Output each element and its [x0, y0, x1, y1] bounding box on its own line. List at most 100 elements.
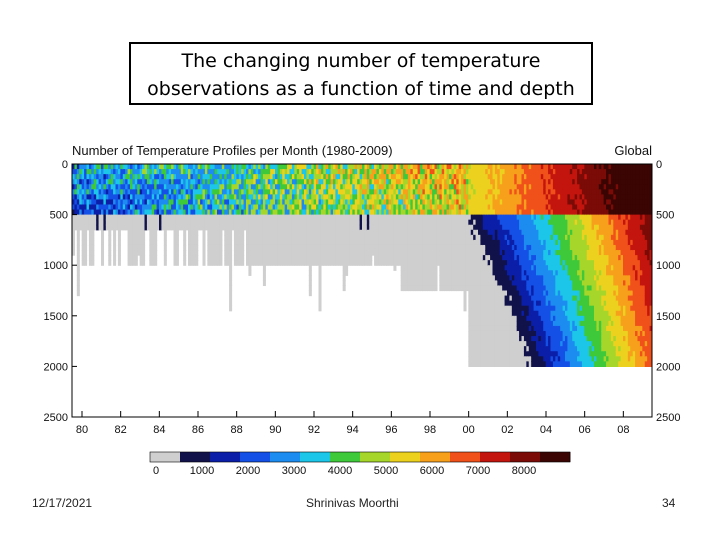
- slide-title: The changing number of temperature obser…: [129, 42, 593, 105]
- heatmap-cell: [253, 255, 257, 261]
- heatmap-cell: [243, 224, 247, 231]
- heatmap-cell: [417, 184, 421, 190]
- heatmap-cell: [335, 199, 339, 206]
- heatmap-cell: [122, 209, 126, 216]
- heatmap-cell: [514, 295, 518, 302]
- heatmap-cell: [248, 255, 252, 261]
- heatmap-cell: [149, 239, 153, 246]
- heatmap-cell: [236, 250, 240, 256]
- heatmap-cell: [528, 169, 532, 175]
- heatmap-cell: [115, 204, 119, 211]
- heatmap-cell: [473, 184, 477, 190]
- heatmap-cell: [347, 194, 351, 201]
- heatmap-cell: [352, 174, 356, 180]
- heatmap-cell: [381, 164, 385, 170]
- heatmap-cell: [492, 275, 496, 281]
- heatmap-cell: [241, 229, 245, 236]
- heatmap-cell: [526, 300, 530, 307]
- heatmap-cell: [555, 330, 559, 337]
- heatmap-cell: [523, 179, 527, 185]
- heatmap-cell: [96, 179, 100, 185]
- heatmap-cell: [378, 255, 382, 261]
- heatmap-cell: [531, 305, 535, 312]
- heatmap-cell: [480, 239, 484, 246]
- heatmap-cell: [284, 189, 288, 195]
- heatmap-cell: [504, 255, 508, 261]
- heatmap-cell: [330, 169, 334, 175]
- heatmap-cell: [519, 214, 523, 221]
- heatmap-cell: [424, 199, 428, 206]
- heatmap-cell: [214, 219, 218, 226]
- heatmap-cell: [504, 310, 508, 317]
- heatmap-cell: [494, 234, 498, 241]
- heatmap-cell: [560, 320, 564, 327]
- heatmap-cell: [543, 310, 547, 317]
- heatmap-cell: [88, 209, 92, 216]
- heatmap-cell: [238, 169, 242, 175]
- heatmap-cell: [417, 219, 421, 226]
- heatmap-cell: [171, 189, 175, 195]
- heatmap-cell: [545, 194, 549, 201]
- heatmap-cell: [393, 179, 397, 185]
- heatmap-cell: [81, 250, 85, 256]
- heatmap-cell: [456, 169, 460, 175]
- heatmap-cell: [492, 260, 496, 266]
- heatmap-cell: [265, 244, 269, 251]
- heatmap-cell: [562, 341, 566, 347]
- heatmap-cell: [478, 255, 482, 261]
- heatmap-cell: [330, 164, 334, 170]
- heatmap-cell: [151, 204, 155, 211]
- heatmap-cell: [200, 169, 204, 175]
- heatmap-cell: [516, 356, 520, 362]
- heatmap-cell: [393, 204, 397, 211]
- heatmap-cell: [420, 244, 424, 251]
- heatmap-cell: [497, 295, 501, 302]
- heatmap-cell: [291, 219, 295, 226]
- heatmap-cell: [482, 255, 486, 261]
- heatmap-cell: [347, 199, 351, 206]
- heatmap-cell: [349, 219, 353, 226]
- heatmap-cell: [226, 169, 230, 175]
- heatmap-cell: [470, 239, 474, 246]
- heatmap-cell: [72, 179, 76, 185]
- heatmap-cell: [492, 356, 496, 362]
- heatmap-cell: [521, 255, 525, 261]
- heatmap-cell: [475, 361, 479, 367]
- heatmap-cell: [277, 239, 281, 246]
- heatmap-cell: [255, 174, 259, 180]
- heatmap-cell: [161, 194, 165, 201]
- heatmap-cell: [540, 330, 544, 337]
- heatmap-cell: [451, 265, 455, 271]
- heatmap-cell: [154, 244, 158, 251]
- heatmap-cell: [175, 219, 179, 226]
- heatmap-cell: [134, 219, 138, 226]
- heatmap-cell: [543, 361, 547, 367]
- heatmap-cell: [567, 255, 571, 261]
- heatmap-cell: [221, 169, 225, 175]
- heatmap-cell: [446, 239, 450, 246]
- heatmap-cell: [417, 209, 421, 216]
- heatmap-cell: [572, 285, 576, 292]
- heatmap-cell: [130, 164, 134, 170]
- heatmap-cell: [88, 219, 92, 226]
- heatmap-cell: [543, 184, 547, 190]
- heatmap-cell: [456, 174, 460, 180]
- heatmap-cell: [134, 214, 138, 221]
- heatmap-cell: [337, 255, 341, 261]
- heatmap-cell: [76, 265, 80, 271]
- heatmap-cell: [482, 169, 486, 175]
- heatmap-cell: [538, 305, 542, 312]
- heatmap-cell: [572, 244, 576, 251]
- heatmap-cell: [449, 194, 453, 201]
- heatmap-cell: [475, 234, 479, 241]
- heatmap-cell: [511, 189, 515, 195]
- heatmap-cell: [453, 234, 457, 241]
- heatmap-cell: [275, 169, 279, 175]
- heatmap-cell: [335, 224, 339, 231]
- heatmap-cell: [444, 239, 448, 246]
- heatmap-cell: [482, 229, 486, 236]
- heatmap-cell: [277, 209, 281, 216]
- heatmap-cell: [202, 244, 206, 251]
- heatmap-cell: [526, 290, 530, 297]
- heatmap-cell: [412, 164, 416, 170]
